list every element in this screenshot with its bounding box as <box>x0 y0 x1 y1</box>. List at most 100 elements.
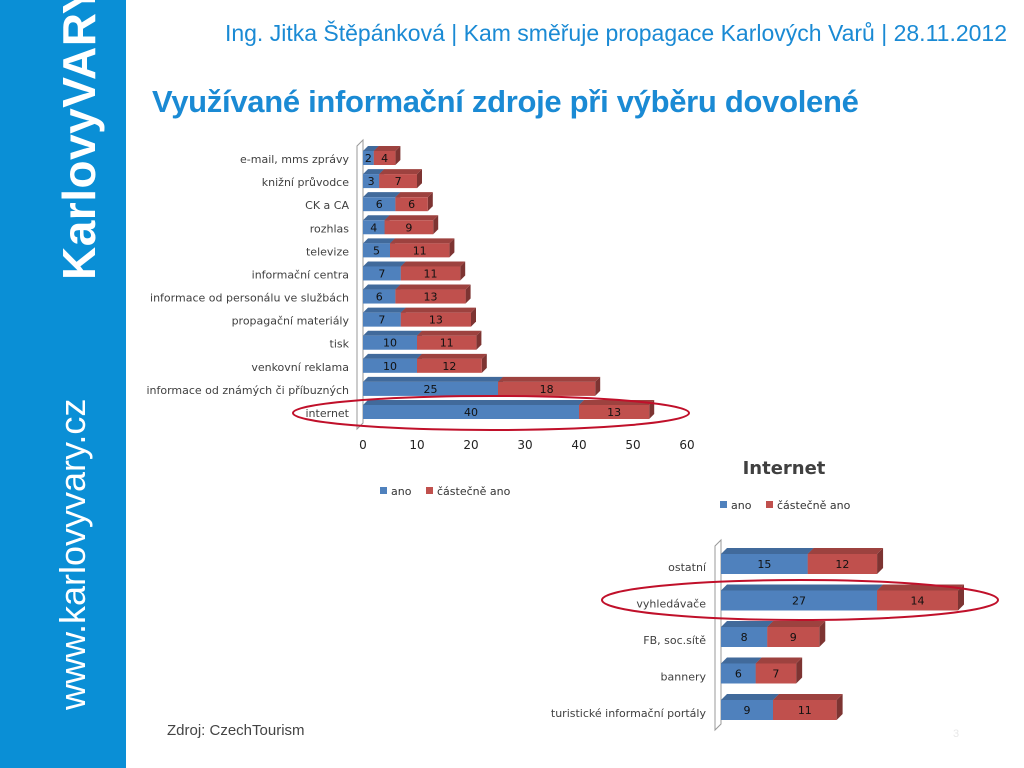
chart1-bar-castecne-top <box>417 330 482 336</box>
chart2-bar-castecne-front <box>767 627 820 647</box>
chart1-bar-castecne-side <box>649 400 655 419</box>
chart1-bar-castecne <box>400 307 476 327</box>
chart2-data-label-castecne: 14 <box>911 595 925 608</box>
chart1-category-label: internet <box>306 407 350 420</box>
chart1-bar-ano-front <box>363 335 417 350</box>
chart1-bar-ano-top <box>363 215 390 221</box>
chart1-bar-castecne-front <box>498 381 596 396</box>
chart1-bar-ano-front <box>363 197 396 212</box>
chart1-bar-ano-front <box>363 266 401 281</box>
chart1-category-label: televize <box>306 245 349 258</box>
chart1-x-tick-label: 30 <box>517 438 532 452</box>
chart1-data-label-ano: 7 <box>378 314 385 327</box>
chart1-bar-castecne-front <box>373 151 396 165</box>
chart2-bar-ano-front <box>721 700 774 720</box>
chart1-category-label: knižní průvodce <box>262 176 349 189</box>
chart2-bar-castecne-top <box>807 548 884 554</box>
chart1-bar-ano-front <box>363 312 401 327</box>
chart2-category-label: FB, soc.sítě <box>643 634 706 647</box>
chart1-x-tick-label: 0 <box>359 438 367 452</box>
chart1-bar-castecne-side <box>433 215 439 235</box>
chart1-bar-ano-front <box>363 174 380 189</box>
chart1-legend-swatch-castecne <box>426 487 433 494</box>
chart2-data-label-ano: 6 <box>735 668 742 681</box>
chart1-bar-ano-front <box>363 151 374 165</box>
chart2-bar-castecne <box>773 694 843 720</box>
chart1-data-label-castecne: 11 <box>413 244 427 257</box>
chart1-data-label-ano: 2 <box>365 152 372 165</box>
chart2-bar-castecne <box>755 657 803 684</box>
chart1-x-tick-label: 10 <box>409 438 424 452</box>
chart1-category-label: venkovní reklama <box>251 361 349 374</box>
chart1-bar-castecne-top <box>400 261 466 267</box>
chart1-axis-wall <box>356 138 364 431</box>
chart1-data-label-castecne: 13 <box>429 314 443 327</box>
chart1-category-label: informace od personálu ve službách <box>150 292 349 305</box>
chart1-bar-castecne-top <box>400 307 476 313</box>
chart2-legend-swatch-castecne <box>766 501 773 508</box>
chart1-bar-castecne-top <box>390 238 455 244</box>
chart1-bar-ano-front <box>363 358 417 373</box>
chart2-bar-castecne <box>767 621 826 647</box>
chart1-legend-label-castecne: částečně ano <box>437 485 511 498</box>
chart1-x-tick-label: 40 <box>571 438 586 452</box>
chart2-bar-ano-top <box>721 694 780 700</box>
chart1-bar-castecne-front <box>417 358 482 373</box>
chart2-bar-castecne-side <box>819 621 826 647</box>
chart1-bar-castecne <box>379 169 422 189</box>
chart2-category-label: vyhledávače <box>636 598 706 611</box>
chart1-bar-castecne-side <box>465 284 471 304</box>
chart1-category-label: rozhlas <box>310 222 350 235</box>
chart1-bar-castecne-top <box>395 192 433 198</box>
sidebar: KarlovyVARY° www.karlovyvary.cz <box>0 0 126 768</box>
chart1-bar-castecne-front <box>395 289 466 304</box>
chart1-bar-castecne <box>400 261 466 281</box>
chart2-highlight-ellipse <box>601 579 999 621</box>
chart1-bar-castecne-top <box>373 146 401 151</box>
chart1-bar-castecne <box>373 146 401 165</box>
chart1-bar-ano-front <box>363 405 579 419</box>
chart1-data-label-ano: 5 <box>373 244 380 257</box>
chart1-legend-label-ano: ano <box>391 485 412 498</box>
chart1-bar-castecne-front <box>417 335 477 350</box>
chart1-bar-ano-top <box>363 261 406 267</box>
chart1-data-label-castecne: 6 <box>408 198 415 211</box>
chart1-bar-castecne-front <box>384 220 434 235</box>
chart1-data-label-castecne: 4 <box>381 152 388 165</box>
chart1-data-label-castecne: 12 <box>442 360 456 373</box>
chart1-data-label-ano: 3 <box>368 175 375 188</box>
chart2-bar-ano-top <box>721 657 762 664</box>
chart1-bar-ano-top <box>363 192 401 198</box>
chart1-bar-ano-top <box>363 400 584 405</box>
chart1-bar-castecne-top <box>384 215 439 221</box>
chart1-category-label: informační centra <box>252 268 349 281</box>
chart1-bar-castecne-front <box>395 197 428 212</box>
chart2-bar-castecne <box>877 584 964 611</box>
chart1-bar-ano-top <box>363 376 503 382</box>
chart1-data-label-ano: 6 <box>376 198 383 211</box>
chart2-bar-castecne-top <box>755 657 803 664</box>
chart1-bar-castecne-side <box>449 238 455 258</box>
chart2-bar-castecne-side <box>796 657 803 684</box>
chart1-bar-ano-top <box>363 284 401 290</box>
chart2-data-label-ano: 15 <box>757 558 771 571</box>
chart1-bar-ano-top <box>363 169 385 175</box>
chart1-bar-ano-top <box>363 238 395 244</box>
chart2-data-label-ano: 9 <box>744 704 751 717</box>
chart1-bar-castecne <box>384 215 439 235</box>
chart2-category-label: ostatní <box>668 561 707 574</box>
chart1-bar-castecne-top <box>379 169 422 175</box>
chart1-bar-castecne <box>579 400 655 419</box>
chart1-category-label: CK a CA <box>305 199 349 212</box>
chart2-bar-castecne-front <box>773 700 837 720</box>
chart2-data-label-castecne: 9 <box>790 631 797 644</box>
chart1-data-label-castecne: 13 <box>607 406 621 419</box>
chart1-data-label-ano: 25 <box>424 383 438 396</box>
chart2-bar-ano-front <box>721 554 808 574</box>
chart1-legend-swatch-ano <box>380 487 387 494</box>
header-line: Ing. Jitka Štěpánková | Kam směřuje prop… <box>224 20 1007 46</box>
chart2-category-label: turistické informační portály <box>551 707 707 720</box>
chart1-data-label-ano: 10 <box>383 360 397 373</box>
chart1-bar-castecne <box>417 353 487 373</box>
chart1-category-label: e-mail, mms zprávy <box>240 153 349 166</box>
